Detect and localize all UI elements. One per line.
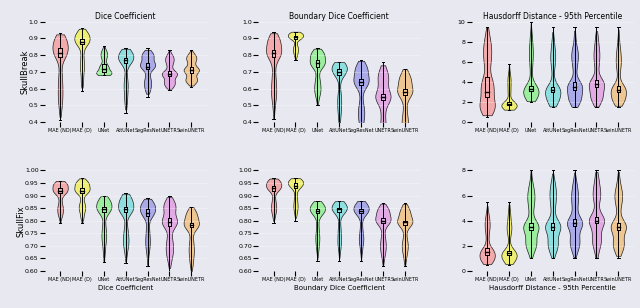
X-axis label: Boundary Dice Coefficient: Boundary Dice Coefficient <box>294 285 385 291</box>
Y-axis label: SkullBreak: SkullBreak <box>20 50 29 94</box>
Title: Hausdorff Distance - 95th Percentile: Hausdorff Distance - 95th Percentile <box>483 12 622 21</box>
Title: Boundary Dice Coefficient: Boundary Dice Coefficient <box>289 12 389 21</box>
X-axis label: Hausdorff Distance - 95th Percentile: Hausdorff Distance - 95th Percentile <box>490 285 616 291</box>
X-axis label: Dice Coefficient: Dice Coefficient <box>98 285 154 291</box>
Title: Dice Coefficient: Dice Coefficient <box>95 12 156 21</box>
Y-axis label: SkullFix: SkullFix <box>16 205 25 237</box>
